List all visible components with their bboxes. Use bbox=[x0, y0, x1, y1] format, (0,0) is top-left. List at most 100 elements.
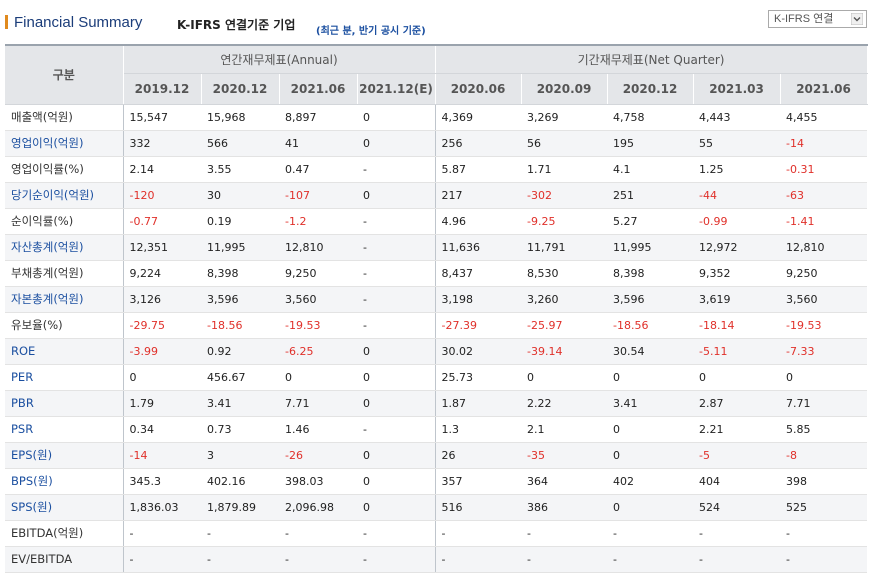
table-cell: 0 bbox=[693, 364, 781, 391]
row-label[interactable]: 자산총계(억원) bbox=[5, 234, 124, 261]
table-cell: 0 bbox=[607, 442, 694, 469]
table-cell: - bbox=[123, 520, 201, 547]
table-cell: 0 bbox=[607, 364, 694, 391]
table-cell: 3.41 bbox=[607, 390, 694, 417]
table-cell: 3,260 bbox=[521, 286, 608, 313]
table-cell: 0.73 bbox=[201, 416, 279, 443]
period-header: 2020.06 bbox=[434, 73, 522, 105]
table-row: 순이익률(%) -0.77 0.19 -1.2-4.96 -9.25 5.27 -0.99-… bbox=[5, 208, 868, 235]
table-cell: - bbox=[357, 520, 436, 547]
table-cell: 8,437 bbox=[434, 260, 522, 287]
select-value: K-IFRS 연결 bbox=[774, 13, 834, 25]
table-cell: 9,250 bbox=[780, 260, 868, 287]
row-label[interactable]: 당기순이익(억원) bbox=[5, 182, 124, 209]
period-header: 2021.03 bbox=[693, 73, 781, 105]
row-label[interactable]: PBR bbox=[5, 390, 124, 417]
table-cell: - bbox=[780, 520, 868, 547]
table-cell: 3,126 bbox=[123, 286, 201, 313]
table-cell: - bbox=[279, 546, 357, 573]
row-label[interactable]: PER bbox=[5, 364, 124, 391]
table-cell: -63 bbox=[780, 182, 868, 209]
accounting-standard-select[interactable]: K-IFRS 연결 bbox=[768, 10, 867, 28]
table-cell: 2.14 bbox=[123, 156, 201, 183]
table-cell: 3.41 bbox=[201, 390, 279, 417]
table-cell: -120 bbox=[123, 182, 201, 209]
table-cell: -0.99 bbox=[693, 208, 781, 235]
row-label[interactable]: EPS(원) bbox=[5, 442, 124, 469]
period-header: 2021.12(E) bbox=[357, 73, 436, 105]
quarter-group-header: 기간재무제표(Net Quarter) bbox=[434, 45, 868, 74]
page-title: Financial Summary bbox=[14, 14, 143, 31]
table-cell: -18.56 bbox=[607, 312, 694, 339]
table-cell: 1.71 bbox=[521, 156, 608, 183]
table-cell: -26 bbox=[279, 442, 357, 469]
table-cell: -0.77 bbox=[123, 208, 201, 235]
disclosure-note: (최근 분, 반기 공시 기준) bbox=[316, 26, 426, 37]
group-header-row: 구분 연간재무제표(Annual) 기간재무제표(Net Quarter) bbox=[5, 45, 868, 105]
table-cell: 30 bbox=[201, 182, 279, 209]
table-cell: 3,560 bbox=[279, 286, 357, 313]
row-label: 순이익률(%) bbox=[5, 208, 124, 235]
table-cell: 364 bbox=[521, 468, 608, 495]
table-row: 부채총계(억원) 9,224 8,398 9,250-8,437 8,530 8,398 9… bbox=[5, 260, 868, 287]
table-cell: 524 bbox=[693, 494, 781, 521]
table-cell: 1.87 bbox=[434, 390, 522, 417]
table-row: ROE -3.99 0.92 -6.25 0 30.02 -39.14 30.54 -5.11-… bbox=[5, 338, 868, 365]
table-cell: -5 bbox=[693, 442, 781, 469]
table-cell: -19.53 bbox=[279, 312, 357, 339]
table-cell: -5.11 bbox=[693, 338, 781, 365]
table-cell: -7.33 bbox=[780, 338, 868, 365]
table-cell: 3,198 bbox=[434, 286, 522, 313]
table-cell: - bbox=[521, 520, 608, 547]
table-cell: 0 bbox=[357, 494, 436, 521]
table-cell: 0 bbox=[357, 364, 436, 391]
period-header: 2021.06 bbox=[780, 73, 868, 105]
table-cell: - bbox=[434, 520, 522, 547]
table-cell: 3,619 bbox=[693, 286, 781, 313]
table-cell: 25.73 bbox=[434, 364, 522, 391]
table-cell: 0 bbox=[357, 182, 436, 209]
table-row: PSR 0.34 0.73 1.46-1.3 2.1 0 2.21 5.85 bbox=[5, 416, 868, 443]
table-cell: 332 bbox=[123, 130, 201, 157]
row-label[interactable]: 자본총계(억원) bbox=[5, 286, 124, 313]
table-cell: 55 bbox=[693, 130, 781, 157]
table-cell: 5.85 bbox=[780, 416, 868, 443]
table-cell: 217 bbox=[434, 182, 522, 209]
row-label[interactable]: PSR bbox=[5, 416, 124, 443]
table-cell: 11,791 bbox=[521, 234, 608, 261]
table-cell: - bbox=[607, 546, 694, 573]
table-cell: 9,224 bbox=[123, 260, 201, 287]
row-label[interactable]: BPS(원) bbox=[5, 468, 124, 495]
row-label[interactable]: 영업이익(억원) bbox=[5, 130, 124, 157]
row-label: EV/EBITDA bbox=[5, 546, 124, 573]
table-cell: 3,269 bbox=[521, 104, 608, 131]
table-row: 자산총계(억원) 12,351 11,995 12,810-11,636 11,791 1… bbox=[5, 234, 868, 261]
table-row: 매출액(억원) 15,547 15,968 8,897 0 4,369 3,269 4,758… bbox=[5, 104, 868, 131]
table-cell: - bbox=[607, 520, 694, 547]
table-cell: -39.14 bbox=[521, 338, 608, 365]
table-cell: 398 bbox=[780, 468, 868, 495]
table-cell: 0.92 bbox=[201, 338, 279, 365]
table-cell: 0 bbox=[780, 364, 868, 391]
table-cell: 2.22 bbox=[521, 390, 608, 417]
row-label[interactable]: SPS(원) bbox=[5, 494, 124, 521]
table-cell: 386 bbox=[521, 494, 608, 521]
table-cell: - bbox=[357, 234, 436, 261]
table-cell: 256 bbox=[434, 130, 522, 157]
table-row: BPS(원) 345.3 402.16 398.03 0 357 364 402 404 398 bbox=[5, 468, 868, 495]
table-cell: -1.2 bbox=[279, 208, 357, 235]
table-cell: 195 bbox=[607, 130, 694, 157]
table-cell: - bbox=[357, 312, 436, 339]
table-cell: - bbox=[357, 156, 436, 183]
table-cell: -35 bbox=[521, 442, 608, 469]
table-cell: 516 bbox=[434, 494, 522, 521]
table-cell: 345.3 bbox=[123, 468, 201, 495]
row-label[interactable]: ROE bbox=[5, 338, 124, 365]
table-cell: 3,596 bbox=[607, 286, 694, 313]
table-cell: 0.47 bbox=[279, 156, 357, 183]
table-cell: 402.16 bbox=[201, 468, 279, 495]
table-cell: 11,636 bbox=[434, 234, 522, 261]
table-row: 영업이익률(%) 2.14 3.55 0.47-5.87 1.71 4.1 1.25 -0.3… bbox=[5, 156, 868, 183]
table-cell: 5.87 bbox=[434, 156, 522, 183]
table-cell: -27.39 bbox=[434, 312, 522, 339]
